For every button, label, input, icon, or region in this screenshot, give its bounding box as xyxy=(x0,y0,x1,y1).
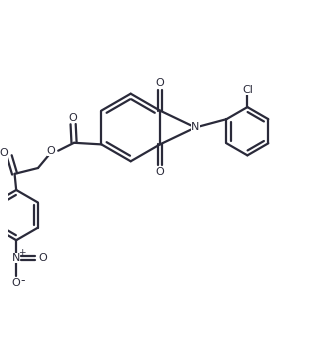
Text: +: + xyxy=(18,248,26,257)
Text: O: O xyxy=(38,253,47,263)
Text: -: - xyxy=(21,274,25,287)
Text: N: N xyxy=(191,122,200,132)
Text: O: O xyxy=(47,146,56,156)
Text: N: N xyxy=(12,253,21,263)
Text: O: O xyxy=(156,78,165,88)
Text: O: O xyxy=(156,167,165,177)
Text: O: O xyxy=(68,113,77,124)
Text: Cl: Cl xyxy=(242,85,253,95)
Text: O: O xyxy=(0,149,8,158)
Text: O: O xyxy=(12,278,21,288)
